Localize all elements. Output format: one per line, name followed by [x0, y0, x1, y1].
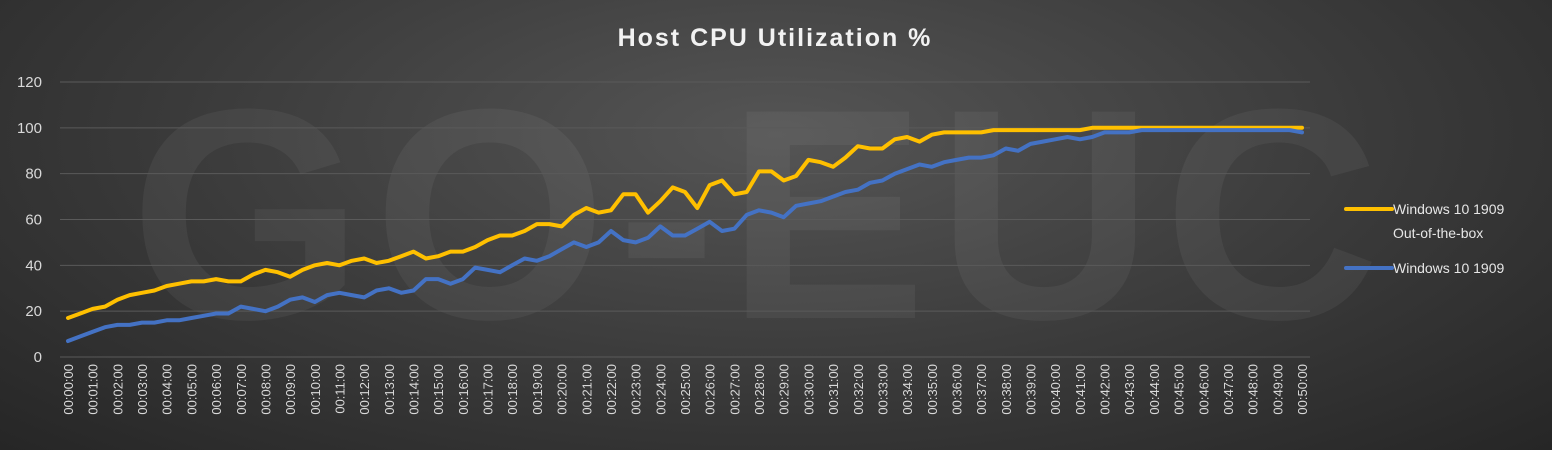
x-tick-label: 00:07:00 [234, 364, 249, 415]
x-tick-label: 00:14:00 [407, 364, 422, 415]
y-tick-label: 20 [25, 303, 42, 320]
x-tick-label: 00:13:00 [382, 364, 397, 415]
series-lines [66, 125, 1304, 343]
x-tick-label: 00:42:00 [1098, 364, 1113, 415]
x-tick-label: 00:23:00 [629, 364, 644, 415]
legend-label-1: Windows 10 1909 [1393, 201, 1505, 217]
x-tick-label: 00:33:00 [875, 364, 890, 415]
x-tick-label: 00:03:00 [135, 364, 150, 415]
x-tick-label: 00:47:00 [1221, 364, 1236, 415]
x-tick-label: 00:30:00 [801, 364, 816, 415]
x-tick-label: 00:10:00 [308, 364, 323, 415]
x-tick-label: 00:46:00 [1196, 364, 1211, 415]
x-tick-label: 00:11:00 [332, 364, 347, 414]
x-tick-label: 00:21:00 [579, 364, 594, 415]
x-tick-label: 00:06:00 [209, 364, 224, 415]
x-tick-label: 00:24:00 [653, 364, 668, 415]
x-tick-label: 00:00:00 [61, 364, 76, 415]
x-tick-label: 00:39:00 [1024, 364, 1039, 415]
x-tick-label: 00:48:00 [1246, 364, 1261, 415]
x-tick-label: 00:22:00 [604, 364, 619, 415]
series-line-1 [66, 125, 1304, 320]
x-tick-label: 00:25:00 [678, 364, 693, 415]
y-tick-label: 40 [25, 257, 42, 274]
x-tick-label: 00:43:00 [1122, 364, 1137, 415]
x-tick-label: 00:02:00 [110, 364, 125, 415]
y-tick-label: 0 [34, 349, 42, 366]
x-tick-label: 00:49:00 [1270, 364, 1285, 415]
x-tick-label: 00:20:00 [555, 364, 570, 415]
x-axis-ticks: 00:00:00 00:01:00 00:02:00 00:03:00 00:04:00… [61, 364, 1310, 415]
x-tick-label: 00:45:00 [1172, 364, 1187, 415]
x-tick-label: 00:41:00 [1073, 364, 1088, 415]
x-tick-label: 00:16:00 [456, 364, 471, 415]
x-tick-label: 00:19:00 [530, 364, 545, 415]
x-tick-label: 00:35:00 [925, 364, 940, 415]
x-tick-label: 00:09:00 [283, 364, 298, 415]
x-tick-label: 00:26:00 [703, 364, 718, 415]
y-tick-label: 80 [25, 166, 42, 183]
legend-label-1: Out-of-the-box [1393, 225, 1483, 241]
x-tick-label: 00:37:00 [974, 364, 989, 415]
y-tick-label: 60 [25, 212, 42, 229]
x-tick-label: 00:05:00 [184, 364, 199, 415]
series-line-2 [66, 128, 1304, 343]
x-tick-label: 00:12:00 [357, 364, 372, 415]
x-tick-label: 00:50:00 [1295, 364, 1310, 415]
x-tick-label: 00:01:00 [86, 364, 101, 415]
x-tick-label: 00:31:00 [826, 364, 841, 415]
watermark-logo: GO-EUC [130, 46, 1390, 382]
x-tick-label: 00:40:00 [1048, 364, 1063, 415]
x-tick-label: 00:36:00 [949, 364, 964, 415]
x-tick-label: 00:32:00 [851, 364, 866, 415]
x-tick-label: 00:34:00 [900, 364, 915, 415]
legend-label-2: Windows 10 1909 [1393, 260, 1505, 276]
x-tick-label: 00:44:00 [1147, 364, 1162, 415]
x-tick-label: 00:29:00 [777, 364, 792, 415]
x-tick-label: 00:15:00 [431, 364, 446, 415]
y-tick-label: 100 [17, 120, 42, 137]
x-tick-label: 00:08:00 [258, 364, 273, 415]
x-tick-label: 00:04:00 [160, 364, 175, 415]
y-tick-label: 120 [17, 74, 42, 91]
y-axis-ticks: 0 20 40 60 80 100 120 [17, 74, 42, 366]
x-tick-label: 00:38:00 [999, 364, 1014, 415]
x-tick-label: 00:18:00 [505, 364, 520, 415]
x-tick-label: 00:17:00 [481, 364, 496, 415]
x-tick-label: 00:28:00 [752, 364, 767, 415]
legend: Windows 10 1909 Out-of-the-box Windows 10 … [1344, 201, 1505, 276]
x-tick-label: 00:27:00 [727, 364, 742, 415]
chart-title: Host CPU Utilization % [618, 24, 933, 52]
